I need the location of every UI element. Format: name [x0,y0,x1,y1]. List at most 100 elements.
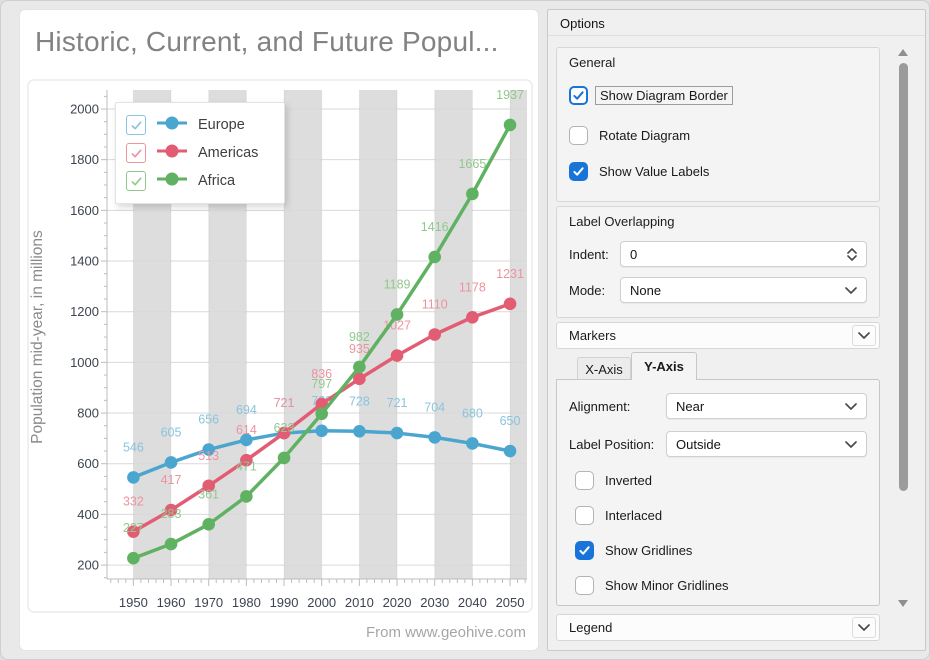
checkbox-show-minor-gridlines[interactable]: Show Minor Gridlines [575,573,879,597]
legend-line-marker-icon [155,143,189,164]
tab-x-axis[interactable]: X-Axis [577,357,631,380]
legend-item-americas[interactable]: Americas [126,139,274,167]
svg-text:2010: 2010 [345,595,374,610]
group-caption: General [569,55,616,70]
svg-text:2040: 2040 [458,595,487,610]
svg-text:417: 417 [161,473,182,487]
svg-text:2050: 2050 [496,595,525,610]
legend-checkbox-icon[interactable] [126,115,146,135]
alignment-value: Near [676,398,705,414]
svg-text:513: 513 [198,449,219,463]
legend-item-europe[interactable]: Europe [126,111,274,139]
svg-text:623: 623 [274,421,295,435]
svg-text:1231: 1231 [496,267,524,281]
svg-text:1200: 1200 [70,304,99,319]
checkbox-unchecked-icon[interactable] [575,505,594,525]
group-label-overlapping: Label Overlapping Indent: 0 Mode: None [556,206,880,318]
markers-group-header[interactable]: Markers [556,322,880,349]
group-caption: Legend [569,620,613,635]
checkbox-show-value-labels[interactable]: Show Value Labels [569,159,879,183]
svg-text:200: 200 [77,558,99,573]
chart-card: Historic, Current, and Future Popul... 1… [19,9,539,651]
alignment-dropdown[interactable]: Near [666,393,867,419]
legend-item-africa[interactable]: Africa [126,167,274,195]
checkbox-checked-icon[interactable] [575,540,594,560]
mode-label: Mode: [569,282,606,298]
expand-button[interactable] [852,617,876,638]
svg-text:728: 728 [349,394,370,408]
scrollbar-thumb[interactable] [899,63,908,491]
legend-checkbox-icon[interactable] [126,143,146,163]
legend-group-header[interactable]: Legend [556,614,880,641]
svg-text:1178: 1178 [459,280,486,294]
tab-y-axis[interactable]: Y-Axis [631,352,697,380]
svg-text:471: 471 [236,459,257,473]
axis-tab-strip: X-Axis Y-Axis [556,352,880,380]
svg-text:546: 546 [123,440,144,454]
scroll-up-icon[interactable] [898,49,908,56]
mode-value: None [630,282,662,298]
svg-text:1980: 1980 [232,595,261,610]
chevron-down-icon [845,286,857,294]
legend-label: Americas [198,145,259,161]
options-panel-title: Options [548,10,925,36]
mode-dropdown[interactable]: None [620,277,867,303]
scroll-down-icon[interactable] [898,600,908,607]
checkbox-checked-icon[interactable] [569,85,588,105]
checkbox-unchecked-icon[interactable] [575,575,594,595]
spinner-buttons[interactable] [847,247,857,261]
checkbox-checked-icon[interactable] [569,161,588,181]
svg-text:656: 656 [198,413,219,427]
label-position-dropdown[interactable]: Outside [666,431,867,457]
svg-text:704: 704 [424,400,445,414]
checkbox-label: Show Minor Gridlines [605,577,729,593]
checkbox-show-gridlines[interactable]: Show Gridlines [575,538,879,562]
checkbox-label: Show Value Labels [599,163,710,179]
legend-line-marker-icon [155,171,189,192]
checkbox-label: Rotate Diagram [599,127,691,143]
options-panel: Options General Show Diagram Border Rota… [547,9,926,651]
svg-text:836: 836 [311,367,332,381]
checkbox-show-diagram-border[interactable]: Show Diagram Border [569,83,879,107]
svg-text:1937: 1937 [496,88,524,102]
chevron-up-icon [847,247,857,254]
svg-text:600: 600 [77,456,99,471]
checkbox-unchecked-icon[interactable] [569,125,588,145]
svg-text:2000: 2000 [307,595,336,610]
label-position-label: Label Position: [569,436,655,452]
svg-text:800: 800 [77,406,99,421]
indent-spinner[interactable]: 0 [620,241,867,267]
legend-checkbox-icon[interactable] [126,171,146,191]
svg-text:1960: 1960 [157,595,186,610]
expand-button[interactable] [852,325,876,346]
legend-line-marker-icon [155,115,189,136]
checkbox-interlaced[interactable]: Interlaced [575,503,879,527]
svg-text:2000: 2000 [70,102,99,117]
checkbox-rotate-diagram[interactable]: Rotate Diagram [569,123,879,147]
checkbox-unchecked-icon[interactable] [575,470,594,490]
svg-text:1189: 1189 [384,277,411,291]
svg-text:721: 721 [274,396,295,410]
checkbox-inverted[interactable]: Inverted [575,468,879,492]
y-axis-tab-panel: Alignment: Near Label Position: Outside … [556,379,880,606]
svg-text:650: 650 [500,414,521,428]
chart-title: Historic, Current, and Future Popul... [35,26,499,57]
chevron-down-icon [845,402,857,410]
svg-text:1416: 1416 [421,220,449,234]
options-scrollbar[interactable] [897,47,910,614]
svg-text:1800: 1800 [70,152,99,167]
svg-text:1950: 1950 [119,595,148,610]
svg-text:614: 614 [236,423,257,437]
chevron-down-icon [845,440,857,448]
svg-text:Population mid-year, in millio: Population mid-year, in millions [29,230,46,444]
label-position-value: Outside [676,436,721,452]
legend-label: Africa [198,173,236,189]
svg-text:694: 694 [236,403,257,417]
chevron-down-icon [847,254,857,261]
legend-label: Europe [198,117,245,133]
checkbox-label: Show Gridlines [605,542,693,558]
svg-text:1600: 1600 [70,203,99,218]
svg-text:361: 361 [198,487,219,501]
indent-value: 0 [630,246,638,262]
